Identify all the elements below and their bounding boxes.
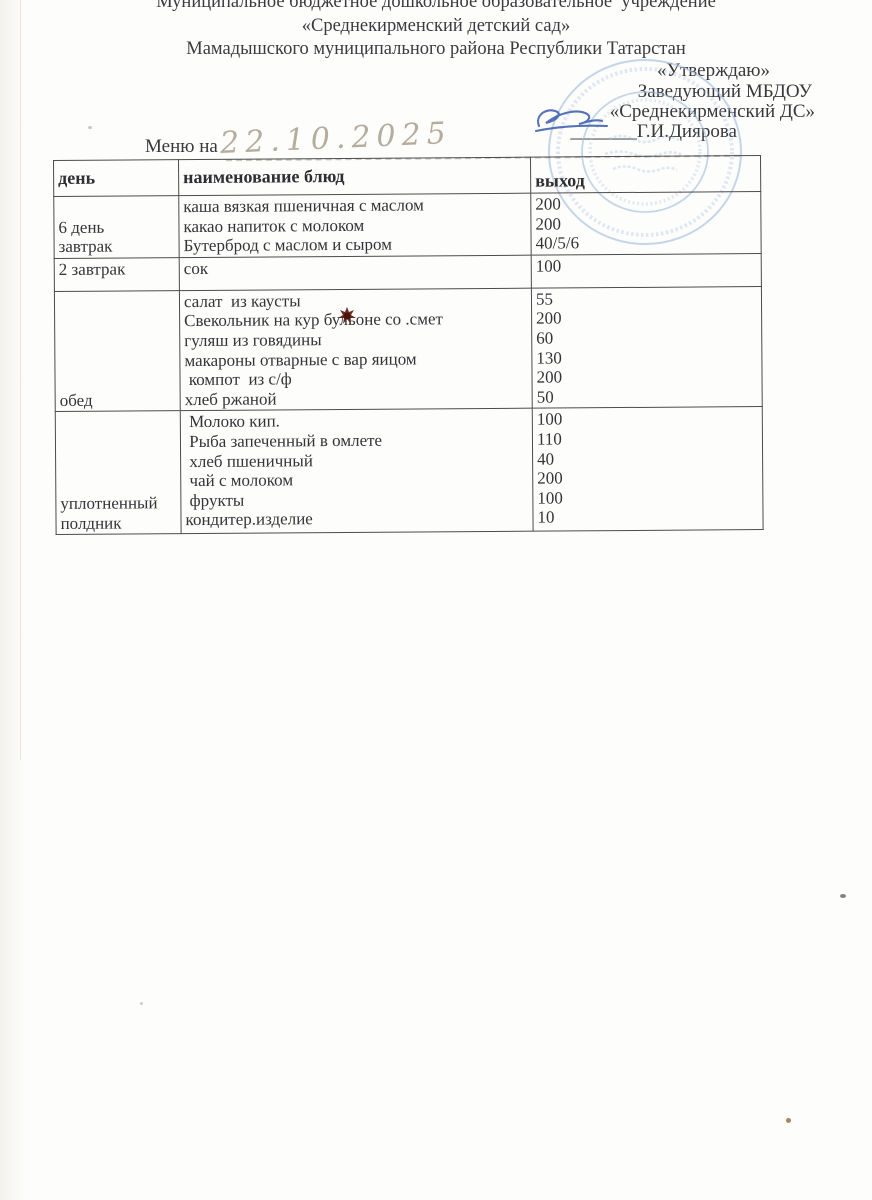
org-header: Муниципальное бюджетное дошкольное образ…	[20, 0, 852, 62]
amounts-cell: 100	[531, 253, 762, 288]
day-cell: уплотненный полдник	[55, 410, 182, 535]
scan-speck	[88, 126, 92, 129]
scan-speck	[840, 894, 846, 898]
amount-line: 200	[536, 367, 563, 387]
table-header-row: день наименование блюд выход	[53, 155, 761, 197]
approver-name: Г.И.Диярова	[636, 121, 737, 142]
amount-line: 200	[537, 468, 563, 488]
amount-line: 60	[536, 328, 554, 348]
dish-line: каша вязкая пшеничная с маслом	[183, 195, 424, 217]
menu-table: день наименование блюд выход 6 день завтр…	[53, 155, 764, 535]
handwritten-signature	[534, 109, 609, 133]
approval-word: «Утверждаю»	[657, 60, 770, 81]
scan-edge-line	[20, 0, 21, 760]
amount-line: 200	[535, 194, 561, 214]
day-cell: 6 день завтрак	[53, 195, 180, 259]
amount-line: 200	[536, 308, 562, 329]
dish-line: какао напиток с молоком	[183, 215, 365, 236]
dish-line: хлеб ржаной	[184, 389, 277, 409]
amount-line: 100	[537, 488, 563, 508]
amount-line: 40	[537, 449, 555, 469]
dish-line: сок	[183, 258, 209, 278]
ink-blot	[338, 307, 356, 324]
day-cell: обед	[54, 290, 181, 412]
dish-line: чай с молоком	[185, 470, 294, 491]
day-line: завтрак	[58, 236, 113, 257]
dishes-cell: каша вязкая пшеничная с маслом какао напи…	[178, 193, 532, 258]
dish-line: компот из с/ф	[184, 369, 292, 390]
dish-line: фрукты	[185, 490, 245, 510]
day-line: 2 завтрак	[58, 259, 126, 279]
dish-line: хлеб пшеничный	[185, 450, 313, 471]
amount-line: 100	[536, 409, 563, 429]
table-row-breakfast: 6 день завтрак каша вязкая пшеничная с ма…	[53, 191, 762, 259]
amount-line: 55	[535, 289, 554, 309]
scan-edge-shading	[0, 0, 26, 1200]
day-cell: 2 завтрак	[54, 257, 180, 292]
amount-line: 130	[536, 348, 562, 368]
menu-label: Меню на	[145, 136, 218, 157]
amount-line: 110	[536, 429, 562, 449]
dish-line: Рыба запеченный в омлете	[184, 430, 383, 452]
day-line: уплотненный	[60, 493, 158, 514]
day-line: 6 день	[58, 217, 105, 237]
amount-line: 100	[535, 256, 562, 276]
dish-line: Бутерброд с маслом и сыром	[183, 234, 392, 256]
header-output: выход	[530, 155, 761, 194]
dish-line: макароны отварные с вар яицом	[184, 349, 417, 370]
header-dishes: наименование блюд	[178, 157, 531, 196]
table-row-second-breakfast: 2 завтрак сок 100	[54, 253, 762, 292]
table-row-snack: уплотненный полдник Молоко кип. Рыба запе…	[55, 406, 764, 535]
dish-line: Молоко кип.	[184, 411, 280, 432]
amount-line: 200	[535, 214, 562, 234]
org-header-line1: Муниципальное бюджетное дошкольное образ…	[156, 0, 716, 12]
table-row-lunch: обед салат из каусты Свекольник на кур бу…	[54, 286, 763, 412]
dish-line: кондитер.изделие	[185, 509, 313, 530]
dish-line: гуляш из говядины	[184, 330, 322, 351]
amounts-cell: 55 200 60 130 200 50	[531, 286, 763, 409]
amount-line: 50	[536, 387, 554, 407]
amount-line: 10	[537, 507, 555, 527]
handwritten-date: 22.10.2025	[219, 115, 453, 162]
day-line: обед	[59, 390, 93, 410]
scan-speck	[140, 1002, 143, 1005]
day-line: полдник	[60, 513, 122, 533]
dishes-cell: сок	[179, 254, 532, 291]
amounts-cell: 200 200 40/5/6	[530, 191, 762, 255]
approval-position: Заведующий МБДОУ	[637, 81, 812, 102]
scan-speck	[786, 1118, 791, 1123]
header-day: день	[53, 159, 179, 197]
dishes-cell: Молоко кип. Рыба запеченный в омлете хле…	[180, 408, 534, 534]
amounts-cell: 100 110 40 200 100 10	[532, 406, 764, 532]
amount-line: 40/5/6	[535, 233, 580, 253]
org-header-line3: Мамадышского муниципального района Респу…	[186, 39, 686, 59]
official-round-stamp	[548, 59, 742, 245]
org-header-line2: «Среднекирменский детский сад»	[301, 15, 571, 36]
